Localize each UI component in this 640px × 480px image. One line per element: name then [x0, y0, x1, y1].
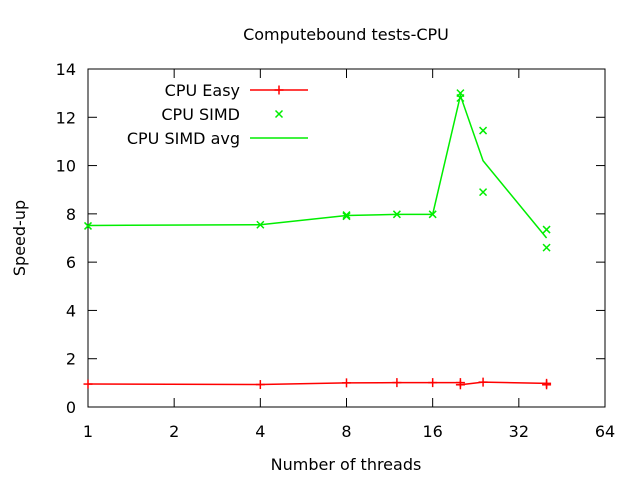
x-tick-label: 16	[422, 422, 442, 441]
x-tick-label: 8	[341, 422, 351, 441]
series-layer	[83, 89, 552, 390]
y-tick-label: 4	[66, 301, 76, 320]
data-point-x	[479, 188, 488, 197]
x-tick-label: 2	[169, 422, 179, 441]
legend: CPU Easy CPU SIMD CPU SIMD avg	[127, 81, 308, 148]
series-cpu-simd-avg	[87, 92, 548, 239]
x-tick-label: 1	[83, 422, 93, 441]
y-axis-label: Speed-up	[10, 200, 29, 276]
x-axis-label: Number of threads	[271, 455, 422, 474]
chart-title: Computebound tests-CPU	[243, 25, 449, 44]
series-cpu-simd	[83, 89, 551, 252]
y-tick-label: 2	[66, 350, 76, 369]
y-tick-label: 8	[66, 205, 76, 224]
series-line	[87, 92, 548, 239]
y-tick-label: 14	[56, 60, 76, 79]
legend-swatch	[274, 109, 284, 119]
x-tick-label: 32	[509, 422, 529, 441]
legend-label: CPU Easy	[165, 81, 240, 100]
x-tick-label: 4	[255, 422, 265, 441]
legend-label: CPU SIMD	[161, 105, 240, 124]
x-tick-label: 64	[595, 422, 615, 441]
data-point-x	[542, 243, 551, 252]
series-cpu-easy	[83, 377, 552, 390]
y-tick-label: 0	[66, 398, 76, 417]
y-tick-label: 6	[66, 253, 76, 272]
y-tick-label: 12	[56, 108, 76, 127]
legend-swatch	[250, 85, 308, 95]
series-line	[87, 381, 548, 386]
data-point-x	[274, 109, 284, 119]
data-point-x	[479, 126, 488, 135]
data-point-x	[542, 225, 551, 234]
y-tick-label: 10	[56, 157, 76, 176]
legend-label: CPU SIMD avg	[127, 129, 240, 148]
data-point-x	[83, 221, 93, 230]
